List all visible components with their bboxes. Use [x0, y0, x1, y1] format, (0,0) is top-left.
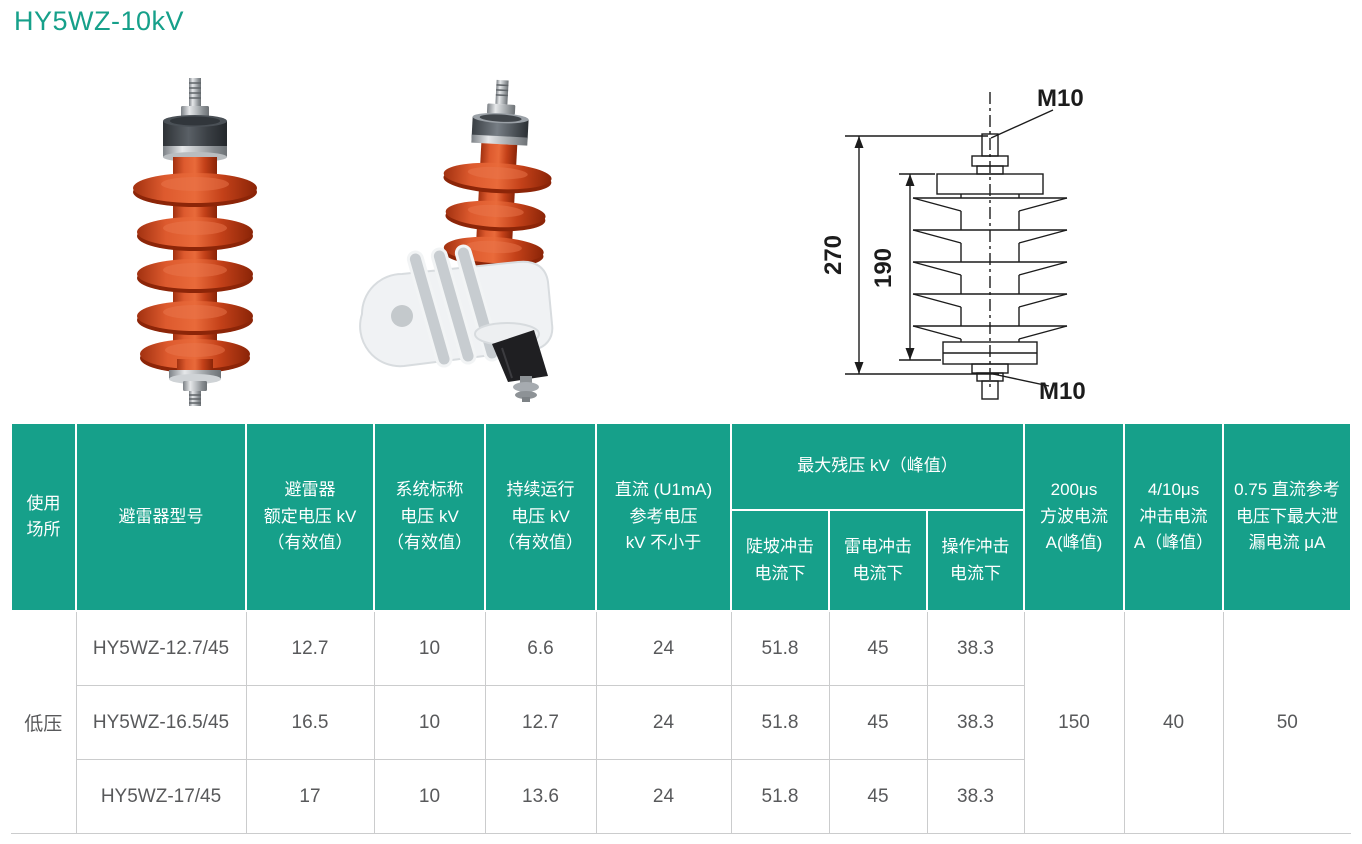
- col-header-steep-impulse: 陡坡冲击 电流下: [730, 509, 830, 612]
- cell-leakage: 50: [1222, 610, 1352, 834]
- cell-nominal: 10: [373, 759, 486, 834]
- dim-270: [845, 135, 999, 375]
- cell-dc-ref: 24: [595, 685, 732, 760]
- page-title: HY5WZ-10kV: [14, 6, 185, 36]
- bottom-terminal-stud: [169, 370, 221, 406]
- col-header-max-residual-group: 最大残压 kV（峰值）: [729, 422, 1026, 511]
- cell-square-wave: 150: [1023, 610, 1125, 834]
- table-row: 低压 HY5WZ-12.7/45 12.7 10 6.6 24 51.8 45 …: [11, 610, 1352, 834]
- thread-label-bottom: M10: [1039, 378, 1086, 403]
- col-header-dc-reference: 直流 (U1mA) 参考电压 kV 不小于: [595, 422, 732, 612]
- cell-rated: 17: [245, 759, 375, 834]
- col-header-nominal-voltage: 系统标称 电压 kV （有效值）: [373, 422, 486, 612]
- cell-steep: 51.8: [730, 685, 830, 760]
- top-terminal-stud: [181, 78, 209, 121]
- arrester-front-photo: [130, 76, 260, 408]
- cell-dc-ref: 24: [595, 759, 732, 834]
- cell-model: HY5WZ-16.5/45: [76, 685, 247, 760]
- cell-rated: 16.5: [245, 685, 375, 760]
- col-header-continuous-voltage: 持续运行 电压 kV （有效值）: [484, 422, 597, 612]
- cell-model: HY5WZ-17/45: [76, 759, 247, 834]
- bracket-hole: [391, 305, 413, 327]
- dimension-drawing: M10 M10 270 190: [815, 78, 1115, 403]
- cell-switching: 38.3: [926, 759, 1025, 834]
- arrester-with-bracket-photo: [340, 76, 560, 402]
- cell-steep: 51.8: [730, 759, 830, 834]
- col-header-lightning-impulse: 雷电冲击 电流下: [828, 509, 928, 612]
- dim-190-label: 190: [870, 248, 897, 288]
- silicone-housing: [133, 157, 257, 373]
- cell-continuous: 13.6: [484, 759, 597, 834]
- col-header-leakage: 0.75 直流参考 电压下最大泄 漏电流 μA: [1222, 422, 1353, 612]
- dim-190: [899, 173, 941, 361]
- table-row: HY5WZ-16.5/45 16.5 10 12.7 24 51.8 45 38…: [11, 685, 1351, 760]
- cell-rated: 12.7: [245, 610, 375, 686]
- leader-m10-top: [990, 109, 1054, 139]
- cell-lightning: 45: [828, 685, 928, 760]
- cell-continuous: 12.7: [484, 685, 597, 760]
- disconnector-clamp: [492, 330, 548, 402]
- col-header-switching-impulse: 操作冲击 电流下: [925, 509, 1026, 612]
- cell-continuous: 6.6: [484, 610, 597, 686]
- col-header-usage: 使用 场所: [10, 422, 77, 612]
- col-header-rated-voltage: 避雷器 额定电压 kV （有效值）: [245, 422, 375, 612]
- cell-dc-ref: 24: [595, 610, 732, 686]
- cell-nominal: 10: [373, 685, 486, 760]
- spec-table: 使用 场所 避雷器型号 避雷器 额定电压 kV （有效值） 系统标称 电压 kV…: [10, 422, 1353, 834]
- cell-usage: 低压: [11, 610, 77, 834]
- thread-label-top: M10: [1037, 85, 1084, 112]
- table-row: HY5WZ-17/45 17 10 13.6 24 51.8 45 38.3: [11, 759, 1351, 834]
- arrester-outline: [912, 133, 1068, 400]
- dim-270-label: 270: [820, 235, 847, 275]
- cell-steep: 51.8: [730, 610, 830, 686]
- cell-switching: 38.3: [926, 610, 1025, 686]
- col-header-model: 避雷器型号: [75, 422, 247, 612]
- cell-high-current: 40: [1123, 610, 1224, 834]
- cell-lightning: 45: [828, 610, 928, 686]
- col-header-high-current: 4/10μs 冲击电流 A（峰值）: [1123, 422, 1225, 612]
- cell-model: HY5WZ-12.7/45: [75, 610, 247, 686]
- leader-m10-bottom: [992, 373, 1050, 387]
- top-metal-cap: [163, 115, 227, 162]
- cell-lightning: 45: [828, 759, 928, 834]
- col-header-square-wave: 200μs 方波电流 A(峰值): [1023, 422, 1126, 612]
- cell-nominal: 10: [373, 610, 486, 686]
- cell-switching: 38.3: [926, 685, 1025, 760]
